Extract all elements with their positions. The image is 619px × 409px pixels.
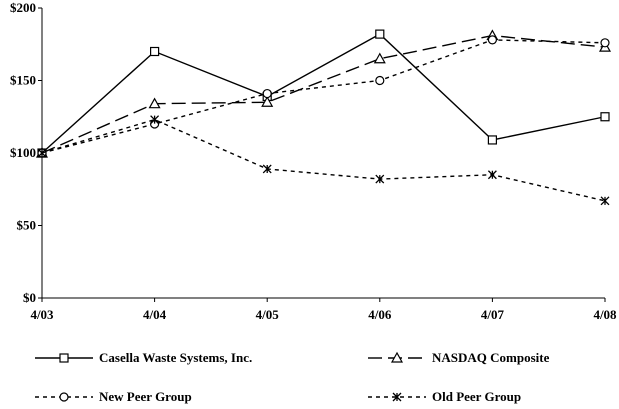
data-point bbox=[148, 97, 161, 109]
y-tick-label: $200 bbox=[10, 0, 36, 15]
data-point bbox=[375, 174, 385, 184]
legend-label: Old Peer Group bbox=[432, 389, 521, 404]
series-line bbox=[41, 39, 606, 154]
data-point bbox=[150, 115, 160, 125]
x-tick-label: 4/03 bbox=[30, 307, 54, 322]
x-tick-label: 4/04 bbox=[143, 307, 167, 322]
legend-marker bbox=[59, 392, 69, 402]
data-point bbox=[600, 196, 610, 206]
y-tick-label: $100 bbox=[10, 145, 36, 160]
data-point bbox=[262, 88, 272, 99]
data-point bbox=[487, 135, 497, 145]
legend-marker bbox=[392, 392, 402, 402]
y-tick-label: $0 bbox=[23, 290, 36, 305]
data-point bbox=[600, 112, 610, 122]
series-line bbox=[41, 34, 606, 154]
data-point bbox=[487, 170, 497, 180]
data-point bbox=[37, 148, 47, 158]
y-tick-label: $50 bbox=[17, 218, 37, 233]
data-point bbox=[373, 52, 386, 64]
data-point bbox=[487, 35, 497, 45]
series-line bbox=[41, 33, 606, 154]
legend-label: Casella Waste Systems, Inc. bbox=[99, 350, 252, 365]
legend-marker bbox=[390, 351, 404, 363]
data-point bbox=[261, 96, 274, 107]
data-point bbox=[375, 75, 385, 86]
x-tick-label: 4/07 bbox=[481, 307, 505, 322]
data-point bbox=[600, 38, 610, 48]
legend-label: NASDAQ Composite bbox=[432, 350, 550, 365]
x-tick-label: 4/08 bbox=[593, 307, 617, 322]
data-point bbox=[262, 164, 272, 174]
legend-label: New Peer Group bbox=[99, 389, 192, 404]
data-point bbox=[375, 29, 385, 39]
y-tick-label: $150 bbox=[10, 73, 36, 88]
series-line bbox=[41, 118, 606, 202]
x-tick-label: 4/05 bbox=[256, 307, 280, 322]
x-tick-label: 4/06 bbox=[368, 307, 392, 322]
data-point bbox=[150, 46, 160, 57]
legend-marker bbox=[59, 353, 69, 363]
